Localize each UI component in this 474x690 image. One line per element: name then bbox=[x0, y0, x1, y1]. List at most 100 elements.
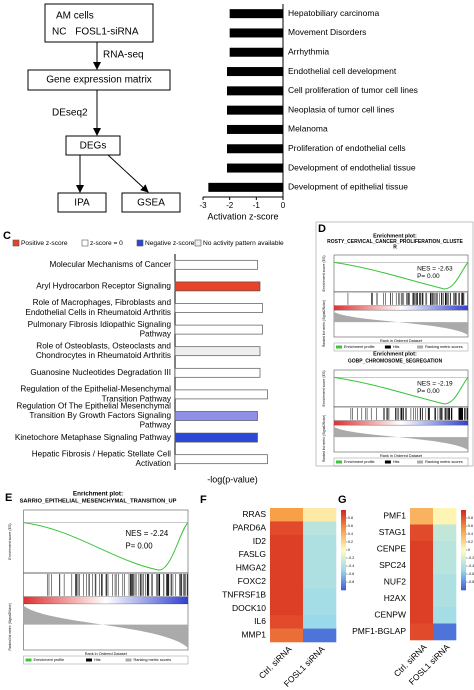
plot-name: ROSTY_CERVICAL_CANCER_PROLIFERATION_CLUS… bbox=[327, 239, 463, 251]
arrow bbox=[107, 154, 149, 193]
heat-cell bbox=[410, 524, 434, 542]
y2-axis-label: Ranked list metric (Signal2Noise) bbox=[322, 300, 326, 347]
colorbar-step bbox=[461, 514, 466, 517]
colorbar-step bbox=[341, 526, 346, 529]
colorbar-step bbox=[461, 558, 466, 561]
colorbar-step bbox=[341, 588, 346, 591]
heat-cell bbox=[303, 575, 337, 589]
colorbar-step bbox=[461, 528, 466, 531]
colorbar-step bbox=[341, 558, 346, 561]
colorbar-step bbox=[461, 556, 466, 559]
category-label: Role of Osteoblasts, Osteoclasts and Cho… bbox=[34, 342, 172, 361]
colorbar-step bbox=[341, 552, 346, 555]
colorbar-step bbox=[341, 572, 346, 575]
colorbar-tick-label: 0 bbox=[348, 548, 350, 552]
colorbar-step bbox=[341, 520, 346, 523]
panel-label: D bbox=[318, 223, 326, 235]
colorbar-step bbox=[341, 584, 346, 587]
x-tick-label: -1 bbox=[253, 201, 261, 210]
legend-label: z-score = 0 bbox=[90, 240, 123, 247]
legend-swatch bbox=[384, 345, 391, 349]
edge-label: RNA-seq bbox=[103, 50, 144, 61]
legend-frame bbox=[333, 457, 469, 467]
colorbar-step bbox=[461, 512, 466, 515]
colorbar-tick-label: 0.8 bbox=[348, 516, 353, 520]
heat-cell bbox=[303, 601, 337, 616]
bar bbox=[227, 86, 283, 96]
row-label: MMP1 bbox=[241, 630, 266, 640]
colorbar-tick-label: 0.4 bbox=[468, 532, 473, 536]
bar bbox=[229, 9, 283, 19]
colorbar-step bbox=[461, 568, 466, 571]
colorbar-step bbox=[341, 562, 346, 565]
legend-swatch bbox=[125, 658, 132, 662]
colorbar-step bbox=[341, 568, 346, 571]
y-axis-label: Enrichment score (ES) bbox=[8, 523, 12, 559]
colorbar-step bbox=[341, 582, 346, 585]
colorbar-tick-label: 0 bbox=[468, 548, 470, 552]
column-label: FOSL1 siRNA bbox=[407, 642, 452, 687]
legend-swatch bbox=[336, 345, 342, 349]
x-tick-label: -3 bbox=[199, 201, 207, 210]
heat-cell bbox=[410, 541, 434, 558]
p-label: P= 0.00 bbox=[126, 542, 154, 551]
colorbar-step bbox=[461, 510, 466, 513]
legend-label: Enrichment profile bbox=[344, 345, 375, 349]
category-label: Cell proliferation of tumor cell lines bbox=[288, 85, 418, 95]
rank-gradient bbox=[23, 596, 188, 604]
category-label: Role of Macrophages, Fibroblasts and End… bbox=[23, 298, 171, 317]
heat-cell bbox=[270, 508, 304, 522]
colorbar-step bbox=[461, 536, 466, 539]
node-text: GSEA bbox=[137, 198, 165, 209]
row-label: NUF2 bbox=[384, 577, 406, 587]
node-text: DEGs bbox=[80, 141, 107, 152]
bar bbox=[174, 303, 263, 313]
colorbar-step bbox=[341, 574, 346, 577]
colorbar-step bbox=[341, 542, 346, 545]
row-label: SPC24 bbox=[379, 560, 406, 570]
heat-cell bbox=[270, 548, 304, 562]
category-label: Neoplasia of tumor cell lines bbox=[288, 104, 394, 114]
legend-swatch bbox=[136, 239, 144, 247]
bar bbox=[227, 124, 283, 134]
heat-cell bbox=[270, 615, 304, 629]
colorbar-step bbox=[341, 580, 346, 583]
colorbar-step bbox=[461, 572, 466, 575]
legend-swatch bbox=[384, 460, 391, 464]
plot-heading: Enrichment plot: bbox=[373, 233, 417, 239]
colorbar-step bbox=[341, 512, 346, 515]
row-label: PMF1 bbox=[383, 511, 406, 521]
category-label: Regulation Of The Epithelial Mesenchymal… bbox=[16, 401, 171, 429]
ranking-metric bbox=[334, 426, 468, 450]
legend-label: Positive z-score bbox=[21, 240, 68, 247]
heat-cell bbox=[303, 548, 337, 562]
colorbar-step bbox=[341, 560, 346, 563]
plot-heading: Enrichment plot: bbox=[73, 491, 123, 498]
bar bbox=[227, 105, 283, 115]
colorbar-step bbox=[461, 516, 466, 519]
legend-label: Negative z-score bbox=[145, 240, 195, 247]
bar bbox=[174, 346, 261, 357]
category-label: Hepatobiliary carcinoma bbox=[288, 8, 379, 18]
node-text: AM cells bbox=[56, 11, 94, 22]
bar bbox=[174, 411, 258, 421]
colorbar-step bbox=[461, 574, 466, 577]
colorbar-step bbox=[341, 516, 346, 519]
legend-swatch bbox=[417, 460, 424, 464]
x-axis-label: Rank in Ordered Dataset bbox=[380, 454, 423, 458]
row-label: FASLG bbox=[239, 549, 266, 559]
x-tick-label: -2 bbox=[226, 201, 234, 210]
colorbar-step bbox=[341, 536, 346, 539]
legend-label: Enrichment profile bbox=[344, 460, 375, 464]
row-label: RRAS bbox=[242, 509, 266, 519]
colorbar-step bbox=[461, 580, 466, 583]
colorbar-step bbox=[341, 510, 346, 513]
colorbar-step bbox=[461, 522, 466, 525]
flowchart: AM cells NC FOSL1-siRNA RNA-seq Gene exp… bbox=[27, 3, 181, 213]
nes-label: NES = -2.24 bbox=[126, 529, 169, 538]
bar bbox=[227, 67, 283, 77]
x-axis-label: Activation z-score bbox=[207, 211, 278, 221]
heat-cell bbox=[303, 534, 337, 549]
row-label: TNFRSF1B bbox=[222, 589, 266, 599]
colorbar-step bbox=[461, 542, 466, 545]
